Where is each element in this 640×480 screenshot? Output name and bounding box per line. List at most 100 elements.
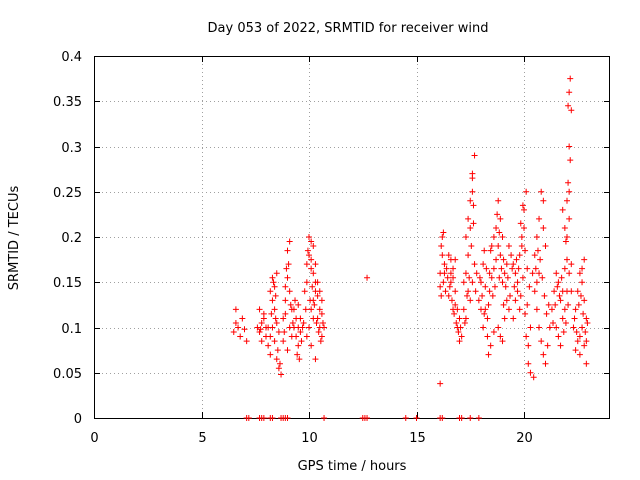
data-point <box>460 306 467 313</box>
data-point <box>314 292 321 299</box>
data-point <box>467 297 474 304</box>
data-point <box>576 351 583 358</box>
y-tick-label: 0 <box>74 412 82 427</box>
data-point <box>439 234 446 240</box>
data-point <box>464 292 471 299</box>
data-point <box>469 188 476 195</box>
data-point <box>239 315 246 322</box>
data-point <box>502 283 509 290</box>
data-point <box>499 279 506 286</box>
data-point <box>516 306 523 313</box>
data-point <box>495 324 502 331</box>
data-point <box>576 333 583 340</box>
data-point <box>509 265 516 272</box>
data-point <box>501 270 508 277</box>
data-point <box>296 356 303 363</box>
data-point <box>469 175 476 182</box>
x-tick-label: 0 <box>90 431 98 446</box>
data-point <box>438 292 445 299</box>
data-point <box>517 292 524 299</box>
data-point <box>443 265 450 272</box>
data-point <box>491 283 498 290</box>
data-point <box>270 279 277 286</box>
data-point <box>364 274 371 281</box>
data-point <box>473 270 480 277</box>
data-point <box>232 319 239 326</box>
data-point <box>495 197 502 204</box>
data-point <box>582 329 589 336</box>
data-point <box>293 333 300 340</box>
data-point <box>513 256 520 263</box>
data-point <box>495 243 502 250</box>
data-point <box>554 283 561 290</box>
data-point <box>472 288 479 295</box>
data-point <box>444 274 451 281</box>
data-point <box>487 247 494 254</box>
data-point <box>540 224 547 231</box>
data-point <box>579 324 586 331</box>
data-point <box>439 252 446 259</box>
data-point <box>482 283 489 290</box>
data-point <box>458 333 465 340</box>
data-point <box>517 220 524 227</box>
data-point <box>447 270 454 277</box>
data-point <box>490 265 497 272</box>
data-point <box>468 243 475 250</box>
data-point <box>527 369 534 376</box>
data-point <box>232 306 239 313</box>
data-point <box>268 310 275 317</box>
data-point <box>237 333 244 340</box>
data-point <box>559 288 566 295</box>
data-point <box>500 301 507 308</box>
data-point <box>565 179 572 186</box>
data-point <box>287 301 294 308</box>
data-point <box>496 274 503 281</box>
data-point <box>497 215 504 222</box>
data-point <box>536 270 543 277</box>
data-point <box>312 261 319 268</box>
data-point <box>470 220 477 227</box>
data-point <box>484 333 491 340</box>
data-point <box>462 270 469 277</box>
data-point <box>300 319 307 326</box>
data-point <box>451 310 458 317</box>
data-point <box>566 215 573 222</box>
data-point <box>301 288 308 295</box>
data-point <box>294 351 301 358</box>
data-point <box>514 279 521 286</box>
data-point <box>519 202 526 209</box>
x-axis-label: GPS time / hours <box>298 459 407 474</box>
chart-title: Day 053 of 2022, SRMTID for receiver win… <box>208 21 489 36</box>
data-point <box>527 324 534 331</box>
data-point <box>533 279 540 286</box>
data-point <box>534 247 541 254</box>
data-point <box>310 270 317 277</box>
data-point <box>557 342 564 349</box>
data-point <box>441 270 448 277</box>
data-point <box>540 197 547 204</box>
data-point <box>319 319 326 326</box>
data-point <box>512 270 519 277</box>
data-point <box>286 238 293 245</box>
data-point <box>536 324 543 331</box>
data-point <box>310 315 317 322</box>
data-point <box>317 338 324 345</box>
data-point <box>269 274 276 281</box>
data-point <box>271 306 278 313</box>
data-point <box>318 297 325 304</box>
data-point <box>566 270 573 277</box>
data-point <box>479 292 486 299</box>
data-point <box>561 306 568 313</box>
data-point <box>465 288 472 295</box>
data-point <box>583 360 590 367</box>
data-point <box>258 338 265 345</box>
data-point <box>454 306 461 313</box>
data-point <box>302 306 309 313</box>
data-point <box>564 197 570 204</box>
data-point <box>282 283 289 290</box>
data-point <box>498 265 505 272</box>
axis-ticks: 0 5 10 15 20 0 0.05 0.1 0.15 0.2 0.25 0.3 0.35 0.4 <box>53 50 610 446</box>
data-point <box>575 301 582 308</box>
data-point <box>284 247 291 254</box>
data-point <box>452 288 459 295</box>
